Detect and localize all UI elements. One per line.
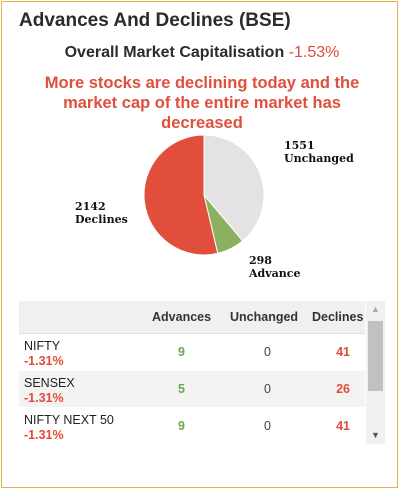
row-declines: 41 bbox=[336, 345, 350, 359]
row-index-name: NIFTY NEXT 50 bbox=[24, 413, 114, 427]
pie-slice-declines bbox=[143, 134, 219, 256]
table-scrollbar[interactable]: ▲ ▼ bbox=[366, 301, 385, 444]
label-unchanged: 1551 Unchanged bbox=[284, 139, 354, 165]
label-advance-name: Advance bbox=[249, 267, 301, 280]
header-advances: Advances bbox=[152, 310, 212, 324]
header-declines: Declines bbox=[312, 310, 364, 324]
row-declines: 41 bbox=[336, 419, 350, 433]
index-table: Advances Unchanged Declines NIFTY -1.31%… bbox=[19, 301, 385, 445]
row-unchanged: 0 bbox=[264, 345, 271, 359]
pie-svg bbox=[143, 134, 265, 256]
market-cap-line: Overall Market Capitalisation -1.53% bbox=[0, 44, 404, 62]
scrollbar-thumb[interactable] bbox=[368, 321, 383, 391]
header-unchanged: Unchanged bbox=[230, 310, 299, 324]
table-header: Advances Unchanged Declines bbox=[19, 301, 365, 334]
market-cap-label: Overall Market Capitalisation bbox=[64, 44, 285, 61]
row-index-name: SENSEX bbox=[24, 376, 75, 390]
table-row[interactable]: NIFTY NEXT 50 -1.31% 9 0 41 bbox=[19, 408, 365, 445]
label-declines-name: Declines bbox=[75, 213, 128, 226]
row-index-change: -1.31% bbox=[24, 391, 64, 405]
label-declines: 2142 Declines bbox=[75, 200, 128, 226]
scroll-down-icon[interactable]: ▼ bbox=[371, 430, 380, 440]
pie-chart: 1551 Unchanged 2142 Declines 298 Advance bbox=[0, 125, 404, 285]
market-cap-change: -1.53% bbox=[288, 44, 340, 61]
pie-slice-unchanged bbox=[203, 134, 265, 242]
label-advance: 298 Advance bbox=[249, 254, 300, 280]
row-advances: 9 bbox=[178, 345, 185, 359]
row-unchanged: 0 bbox=[264, 382, 271, 396]
label-declines-count: 2142 bbox=[75, 200, 106, 213]
row-index-name: NIFTY bbox=[24, 339, 61, 353]
label-advance-count: 298 bbox=[249, 254, 272, 267]
scroll-up-icon[interactable]: ▲ bbox=[371, 304, 380, 314]
label-unchanged-name: Unchanged bbox=[284, 152, 354, 165]
row-index-change: -1.31% bbox=[24, 428, 64, 442]
row-declines: 26 bbox=[336, 382, 350, 396]
row-advances: 5 bbox=[178, 382, 185, 396]
market-message: More stocks are declining today and the … bbox=[44, 74, 360, 132]
row-advances: 9 bbox=[178, 419, 185, 433]
row-unchanged: 0 bbox=[264, 419, 271, 433]
table-row[interactable]: NIFTY -1.31% 9 0 41 bbox=[19, 334, 365, 371]
row-index-change: -1.31% bbox=[24, 354, 64, 368]
label-unchanged-count: 1551 bbox=[284, 139, 315, 152]
card-title: Advances And Declines (BSE) bbox=[19, 10, 291, 31]
table-row[interactable]: SENSEX -1.31% 5 0 26 bbox=[19, 371, 365, 408]
